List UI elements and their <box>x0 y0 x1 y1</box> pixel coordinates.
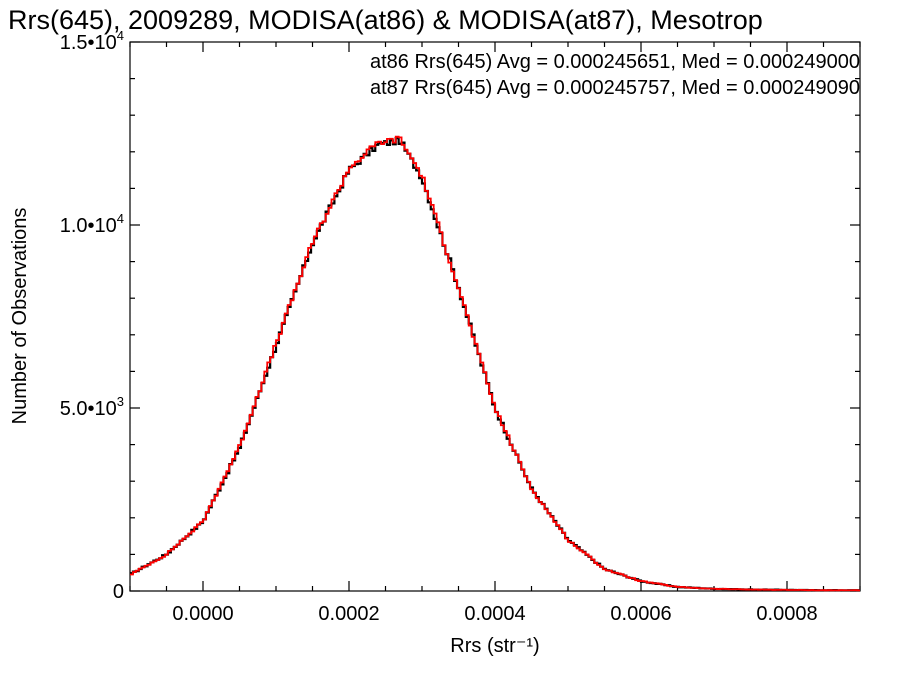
x-tick-label: 0.0002 <box>318 603 379 625</box>
x-tick-label: 0.0000 <box>172 603 233 625</box>
x-axis-label: Rrs (str⁻¹) <box>450 635 539 657</box>
y-tick-label: 1.0•104 <box>60 211 124 237</box>
x-axis: 0.0000 0.0002 0.0004 0.0006 0.0008 <box>129 42 861 625</box>
y-tick-label: 5.0•103 <box>60 394 124 420</box>
annotation-at87-stats: at87 Rrs(645) Avg = 0.000245757, Med = 0… <box>370 77 860 99</box>
chart-title: Rrs(645), 2009289, MODISA(at86) & MODISA… <box>8 5 763 35</box>
plot-frame <box>129 41 861 592</box>
x-tick-label: 0.0004 <box>464 603 525 625</box>
y-tick-label: 0 <box>113 581 124 603</box>
series-layer <box>130 135 860 592</box>
series-line-at87 <box>130 135 860 592</box>
y-axis-label: Number of Observations <box>9 208 31 425</box>
annotation-at86-stats: at86 Rrs(645) Avg = 0.000245651, Med = 0… <box>370 51 860 73</box>
y-tick-label: 1.5•104 <box>60 28 124 54</box>
x-tick-label: 0.0006 <box>610 603 671 625</box>
series-line-at86 <box>130 137 860 592</box>
x-tick-label: 0.0008 <box>756 603 817 625</box>
y-axis: 0 5.0•103 1.0•104 1.5•104 <box>60 28 860 603</box>
